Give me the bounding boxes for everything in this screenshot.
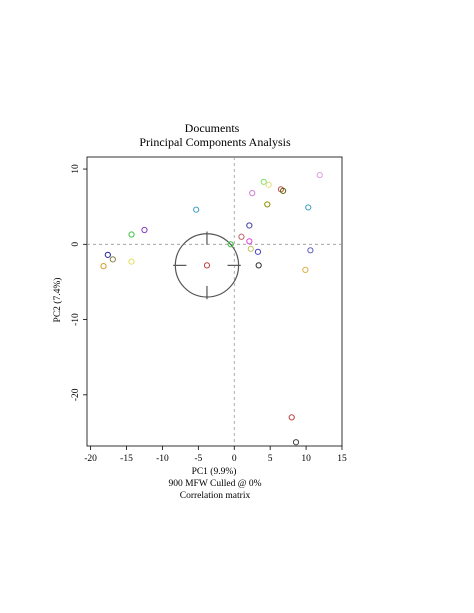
data-point [292, 439, 300, 446]
x-tick-label: 10 [301, 454, 311, 464]
x-tick-label: 5 [268, 454, 273, 464]
data-point [302, 266, 309, 273]
data-point [260, 178, 267, 185]
data-point [254, 248, 262, 255]
y-axis-label: PC2 (7.4%) [52, 278, 63, 323]
data-point [128, 231, 135, 238]
data-points [100, 171, 323, 446]
data-point [307, 247, 314, 254]
y-tick-label: -10 [71, 313, 81, 326]
caption-line-1: 900 MFW Culled @ 0% [168, 479, 261, 489]
data-point [247, 245, 254, 252]
y-tick-label: 0 [71, 242, 81, 247]
data-point [246, 222, 253, 229]
x-tick-label: -15 [120, 454, 133, 464]
data-point [246, 238, 253, 245]
data-point [104, 251, 111, 258]
data-point [264, 201, 271, 208]
chart-title: Documents [185, 121, 240, 135]
data-point [305, 204, 312, 211]
data-point [227, 241, 234, 248]
x-tick-label: -5 [194, 454, 202, 464]
data-point [265, 181, 272, 188]
data-point [279, 187, 287, 194]
data-point [203, 262, 211, 269]
data-point [128, 258, 135, 265]
plot-frame [86, 156, 343, 447]
reference-lines [87, 157, 342, 446]
x-tick-label: 15 [337, 454, 347, 464]
data-point [193, 206, 200, 213]
data-point [316, 171, 323, 179]
y-axis: -20 -10 0 10 [71, 164, 87, 401]
chart-subtitle: Principal Components Analysis [139, 135, 291, 149]
crosshair-marker [173, 231, 241, 300]
x-tick-label: 0 [232, 454, 237, 464]
y-tick-label: -20 [71, 388, 81, 401]
x-tick-label: -20 [84, 454, 97, 464]
y-tick-label: 10 [71, 164, 81, 174]
plot-area [86, 156, 343, 447]
data-point [100, 263, 107, 270]
data-point [109, 256, 116, 263]
x-tick-label: -10 [156, 454, 169, 464]
x-axis: -20 -15 -10 -5 0 5 10 15 [84, 446, 347, 464]
data-point [249, 190, 256, 197]
caption-line-2: Correlation matrix [180, 491, 251, 501]
x-axis-label: PC1 (9.9%) [192, 466, 237, 477]
data-point [141, 226, 148, 234]
data-point [238, 233, 245, 240]
data-point [255, 262, 262, 269]
data-point [288, 414, 295, 421]
